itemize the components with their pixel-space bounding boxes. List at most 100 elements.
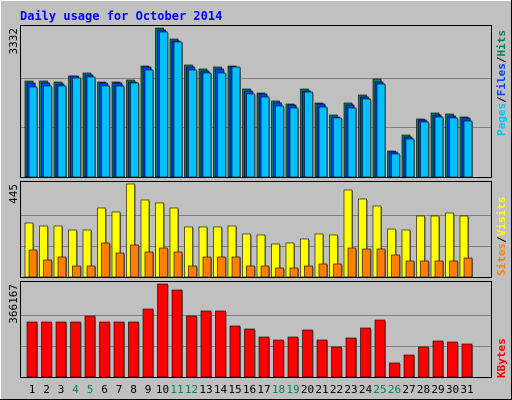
day-label-22: 22 <box>330 383 343 396</box>
kbytes-legend: KBytes <box>495 338 508 378</box>
sites-bar-3 <box>57 256 67 278</box>
kbytes-bar-25 <box>374 319 386 378</box>
day-label-7: 7 <box>116 383 123 396</box>
sites-bar-26 <box>391 254 400 278</box>
kbytes-bar-31 <box>461 343 473 378</box>
kbytes-bar-26 <box>389 362 400 378</box>
bar-layer <box>24 27 473 378</box>
sites-bar-22 <box>333 263 342 278</box>
pages-bar-20 <box>304 91 313 178</box>
legend-files: Files <box>495 63 508 96</box>
sites-bar-12 <box>188 265 197 278</box>
sites-bar-7 <box>115 252 125 278</box>
day-label-2: 2 <box>43 383 50 396</box>
pages-bar-2 <box>43 85 52 178</box>
sites-bar-24 <box>362 248 371 278</box>
kbytes-bar-8 <box>128 321 139 378</box>
kbytes-bar-16 <box>244 328 255 378</box>
kbytes-ymax-label: 366167 <box>7 284 20 324</box>
day-label-16: 16 <box>243 383 256 396</box>
pages-bar-6 <box>101 85 110 178</box>
day-label-1: 1 <box>29 383 36 396</box>
pages-bar-12 <box>188 69 197 178</box>
day-label-13: 13 <box>199 383 212 396</box>
kbytes-bar-19 <box>287 336 299 378</box>
kbytes-bar-27 <box>403 354 415 378</box>
day-label-5: 5 <box>87 383 94 396</box>
day-label-4: 4 <box>72 383 79 396</box>
sites-bar-4 <box>72 265 81 278</box>
legend-hits: Hits <box>495 30 508 57</box>
sites-bar-19 <box>289 267 299 278</box>
pages-bar-8 <box>130 82 139 178</box>
pages-bar-16 <box>246 93 255 178</box>
sites-bar-28 <box>420 260 429 278</box>
kbytes-bar-15 <box>229 325 241 378</box>
sites-bar-10 <box>159 247 168 278</box>
pages-bar-23 <box>347 107 357 178</box>
pages-bar-25 <box>376 83 386 178</box>
pages-bar-26 <box>391 153 400 178</box>
pages-bar-28 <box>420 121 429 178</box>
legend-sep-3: / <box>495 236 508 243</box>
day-labels: 1 2 3 4 5 6 7 8 9 10 11 12 13 14 15 16 17 18 19 20 21 22 23 24 2… <box>29 383 474 396</box>
legend-visits: Visits <box>495 197 508 237</box>
chart-title: Daily usage for October 2014 <box>20 9 222 23</box>
pages-bar-10 <box>159 31 168 178</box>
day-label-27: 27 <box>402 383 415 396</box>
kbytes-bar-21 <box>316 339 328 378</box>
sites-bar-20 <box>304 265 313 278</box>
pages-bar-27 <box>405 138 415 178</box>
day-label-23: 23 <box>344 383 357 396</box>
sites-bar-14 <box>217 256 226 278</box>
sites-bar-1 <box>28 249 38 278</box>
sites-bar-2 <box>43 259 52 278</box>
day-label-29: 29 <box>431 383 444 396</box>
kbytes-bar-29 <box>432 340 444 378</box>
day-label-6: 6 <box>101 383 108 396</box>
kbytes-bar-17 <box>258 336 270 378</box>
day-label-17: 17 <box>257 383 270 396</box>
sites-bar-21 <box>318 263 328 278</box>
visits-ymax-label: 445 <box>7 184 20 204</box>
legend-sep-1: / <box>495 96 508 103</box>
day-label-24: 24 <box>359 383 373 396</box>
pages-bar-21 <box>318 106 328 178</box>
kbytes-bar-12 <box>186 315 197 378</box>
day-label-30: 30 <box>446 383 459 396</box>
day-label-26: 26 <box>388 383 401 396</box>
kbytes-bar-13 <box>200 310 212 378</box>
day-label-14: 14 <box>214 383 228 396</box>
sites-bar-27 <box>405 260 415 278</box>
pages-bar-17 <box>260 96 270 178</box>
visits-legend: Sites/Visits <box>495 197 508 277</box>
day-label-20: 20 <box>301 383 314 396</box>
day-label-25: 25 <box>373 383 386 396</box>
sites-bar-31 <box>463 257 473 278</box>
sites-bar-23 <box>347 247 357 278</box>
day-label-11: 11 <box>170 383 183 396</box>
kbytes-bar-3 <box>55 321 67 378</box>
pages-bar-5 <box>86 76 96 178</box>
sites-bar-29 <box>434 260 444 278</box>
day-label-3: 3 <box>58 383 65 396</box>
legend-pages: Pages <box>495 103 508 136</box>
sites-bar-15 <box>231 256 241 278</box>
legend-kbytes: KBytes <box>495 338 508 378</box>
kbytes-bar-23 <box>345 337 357 378</box>
sites-bar-17 <box>260 265 270 278</box>
day-label-8: 8 <box>130 383 137 396</box>
kbytes-bar-10 <box>157 283 168 378</box>
pages-bar-24 <box>362 98 371 178</box>
day-label-21: 21 <box>315 383 328 396</box>
kbytes-bar-6 <box>99 321 110 378</box>
sites-bar-13 <box>202 256 212 278</box>
day-label-10: 10 <box>156 383 169 396</box>
sites-bar-16 <box>246 265 255 278</box>
day-label-12: 12 <box>185 383 198 396</box>
kbytes-bar-30 <box>447 341 458 378</box>
pages-bar-9 <box>144 69 154 178</box>
pages-bar-11 <box>173 41 183 178</box>
sites-bar-11 <box>173 251 183 278</box>
